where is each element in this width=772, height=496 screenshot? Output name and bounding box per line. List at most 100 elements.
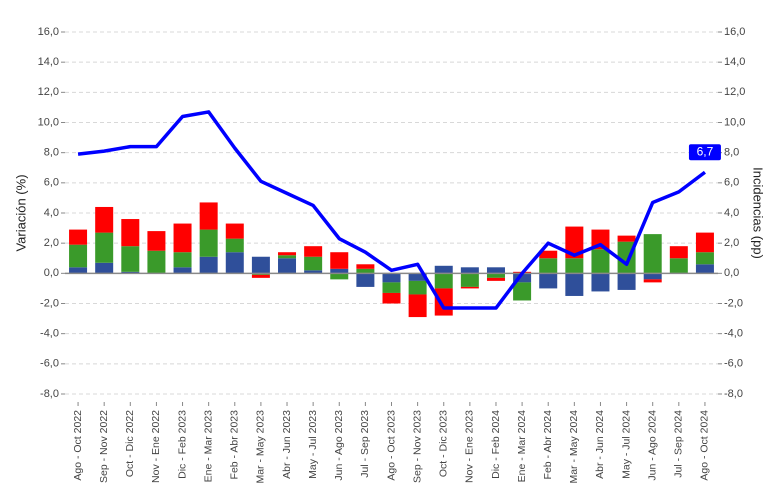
bar-segment <box>278 255 297 259</box>
bar-segment <box>199 229 218 257</box>
bar-segment <box>147 231 166 251</box>
bar-segment <box>356 273 375 287</box>
bar-segment <box>278 252 297 256</box>
bar-segment <box>121 271 140 274</box>
bar-segment <box>408 294 427 318</box>
x-tick-label: Mar - May 2023 <box>255 410 267 484</box>
line <box>77 110 706 310</box>
bar-segment <box>643 234 662 274</box>
bar-segment <box>356 268 375 274</box>
bar-segment <box>643 279 662 283</box>
bar-segment <box>565 273 584 296</box>
y2-tick-label: 8,0 <box>724 147 739 159</box>
x-tick-label: Ene - Mar 2024 <box>516 410 528 483</box>
bar-segment <box>251 273 270 275</box>
bar-segment <box>591 229 610 250</box>
bar-segment <box>199 202 218 230</box>
bar-segment <box>617 235 636 242</box>
bar-segment <box>330 273 349 280</box>
bar-segment <box>199 256 218 274</box>
bar-segment <box>695 232 714 253</box>
bar-segment <box>434 265 453 274</box>
bar-segment <box>669 246 688 259</box>
y2-tick-label: 12,0 <box>724 86 745 98</box>
bar-segment <box>69 267 88 274</box>
x-tick-label: Mar - May 2024 <box>568 410 580 484</box>
bar-segment <box>121 219 140 247</box>
x-tick-label: Jun - Ago 2023 <box>333 410 345 481</box>
x-tick-label: Abr - Jun 2024 <box>594 410 606 479</box>
bar-segment <box>591 249 610 274</box>
data-label-box <box>688 144 721 161</box>
bar-segment <box>173 267 192 274</box>
data-label: 6,7 <box>697 144 714 158</box>
bar-segment <box>173 223 192 253</box>
y2-tick-label: 6,0 <box>724 177 739 189</box>
bar-segment <box>513 273 532 283</box>
y-tick-label: -6,0 <box>40 358 59 370</box>
y2-tick-label: 4,0 <box>724 207 739 219</box>
x-tick-label: May - Jul 2023 <box>307 410 319 479</box>
y-tick-label: 4,0 <box>44 207 59 219</box>
bar-segment <box>617 273 636 290</box>
bar-segment <box>669 258 688 274</box>
bar-segment <box>408 273 427 281</box>
y-tick-label: 0,0 <box>44 267 59 279</box>
x-tick-label: Feb - Abr 2024 <box>542 410 554 480</box>
y2-tick-label: 14,0 <box>724 56 745 68</box>
bar-segment <box>565 226 584 259</box>
x-tick-label: Ene - Mar 2023 <box>202 410 214 483</box>
x-tick-label: Dic - Feb 2024 <box>490 410 502 479</box>
bar-segment <box>330 268 349 274</box>
y2-tick-label: 16,0 <box>724 26 745 38</box>
bar-segment <box>539 273 558 289</box>
y-tick-label: 12,0 <box>38 86 59 98</box>
bar-segment <box>382 292 401 304</box>
bar-segment <box>278 258 297 274</box>
bar-segment <box>539 250 558 259</box>
bar-segment <box>69 229 88 245</box>
bar-segment <box>565 258 584 274</box>
bar-segment <box>591 273 610 292</box>
y2-tick-label: -6,0 <box>724 358 743 370</box>
bar-segment <box>147 250 166 274</box>
x-tick-label: May - Jul 2024 <box>620 410 632 479</box>
x-tick-label: Feb - Abr 2023 <box>229 410 241 480</box>
x-tick-label: Sep - Nov 2023 <box>411 410 423 483</box>
x-tick-label: Ago - Oct 2024 <box>699 410 711 481</box>
x-tick-label: Oct - Dic 2022 <box>124 410 136 477</box>
y2-axis-label: Incidencias (pp) <box>751 167 766 259</box>
bar-segment <box>356 264 375 269</box>
y-tick-label: -8,0 <box>40 388 59 400</box>
y-tick-label: 6,0 <box>44 177 59 189</box>
bar-segment <box>460 273 479 287</box>
y2-tick-label: 0,0 <box>724 267 739 279</box>
bar-segment <box>486 277 505 281</box>
bar-segment <box>486 267 505 274</box>
bar-segment <box>225 238 244 253</box>
bar-segment <box>460 286 479 289</box>
bar-segment <box>304 270 323 274</box>
bar-segment <box>695 264 714 274</box>
bar-segment <box>304 246 323 257</box>
y2-tick-label: -4,0 <box>724 328 743 340</box>
y-tick-label: -2,0 <box>40 297 59 309</box>
x-tick-label: Abr - Jun 2023 <box>281 410 293 479</box>
x-tick-label: Oct - Dic 2023 <box>438 410 450 477</box>
bar-segment <box>382 273 401 283</box>
bar-segment <box>95 206 114 233</box>
bar-segment <box>95 262 114 274</box>
y2-tick-label: 2,0 <box>724 237 739 249</box>
bar-segment <box>251 256 270 274</box>
x-tick-label: Ago - Oct 2022 <box>72 410 84 481</box>
x-tick-label: Nov - Ene 2022 <box>150 410 162 483</box>
x-tick-label: Nov - Ene 2023 <box>464 410 476 483</box>
y-tick-label: 2,0 <box>44 237 59 249</box>
y-axis-label: Variación (%) <box>13 174 28 251</box>
bar-segment <box>434 288 453 316</box>
y2-tick-label: -2,0 <box>724 297 743 309</box>
bar-segment <box>382 282 401 293</box>
bar-segment <box>69 244 88 268</box>
bar-segment <box>434 273 453 289</box>
